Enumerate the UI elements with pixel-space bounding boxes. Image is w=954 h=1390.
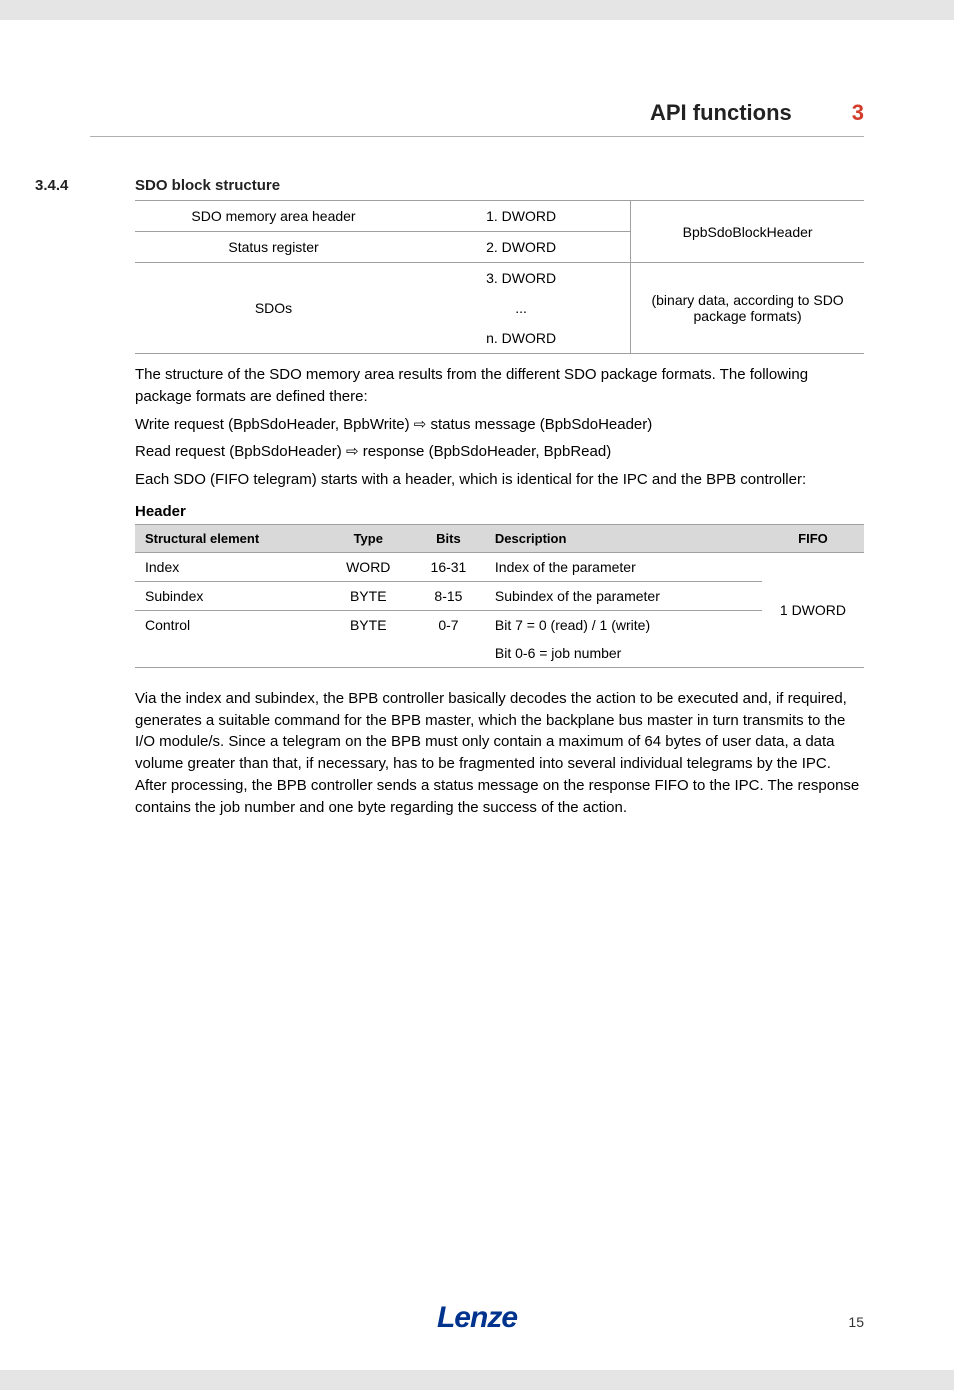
cell [135, 263, 412, 294]
header-table: Structural element Type Bits Description… [135, 524, 864, 668]
cell: Bit 7 = 0 (read) / 1 (write) [485, 610, 762, 639]
col-header: Type [325, 524, 412, 552]
cell: Control [135, 610, 325, 639]
table-row: Index WORD 16-31 Index of the parameter … [135, 552, 864, 581]
table-row: Bit 0-6 = job number [135, 639, 864, 668]
page-number: 15 [848, 1314, 864, 1330]
table-header-row: Structural element Type Bits Description… [135, 524, 864, 552]
cell: Index [135, 552, 325, 581]
paragraph: The structure of the SDO memory area res… [135, 364, 864, 408]
paragraph: Each SDO (FIFO telegram) starts with a h… [135, 469, 864, 491]
sdo-layout-table: SDO memory area header 1. DWORD BpbSdoBl… [135, 200, 864, 354]
cell: Subindex of the parameter [485, 581, 762, 610]
cell: 8-15 [412, 581, 485, 610]
col-header: Description [485, 524, 762, 552]
cell: 3. DWORD [412, 263, 631, 294]
header-subheading: Header [135, 503, 864, 520]
cell: Index of the parameter [485, 552, 762, 581]
header-title: API functions [650, 100, 792, 126]
paragraph: Via the index and subindex, the BPB cont… [135, 688, 864, 819]
cell: BpbSdoBlockHeader [631, 201, 864, 263]
cell: WORD [325, 552, 412, 581]
content: SDO memory area header 1. DWORD BpbSdoBl… [135, 200, 864, 818]
table-row: 3. DWORD (binary data, according to SDO … [135, 263, 864, 294]
cell: BYTE [325, 581, 412, 610]
cell: Subindex [135, 581, 325, 610]
cell: 16-31 [412, 552, 485, 581]
lenze-logo: Lenze [437, 1301, 517, 1334]
read-request-line: Read request (BpbSdoHeader) ⇨ response (… [135, 441, 864, 463]
page-header: API functions 3 [90, 100, 864, 137]
cell: 2. DWORD [412, 232, 631, 263]
page: API functions 3 3.4.4 SDO block structur… [0, 20, 954, 1370]
cell: Status register [135, 232, 412, 263]
header-chapter-number: 3 [852, 100, 864, 126]
cell: SDO memory area header [135, 201, 412, 232]
logo-wrap: Lenze [0, 1301, 954, 1335]
table-row: SDO memory area header 1. DWORD BpbSdoBl… [135, 201, 864, 232]
col-header: Structural element [135, 524, 325, 552]
table-row: Subindex BYTE 8-15 Subindex of the param… [135, 581, 864, 610]
cell: (binary data, according to SDO package f… [631, 263, 864, 354]
cell [135, 323, 412, 354]
section-title: SDO block structure [135, 177, 280, 194]
cell [135, 639, 325, 668]
col-header: FIFO [762, 524, 864, 552]
cell: ... [412, 293, 631, 323]
cell: n. DWORD [412, 323, 631, 354]
cell: 1. DWORD [412, 201, 631, 232]
section-heading: 3.4.4 SDO block structure [35, 177, 864, 194]
cell: BYTE [325, 610, 412, 639]
cell: Bit 0-6 = job number [485, 639, 762, 668]
cell: SDOs [135, 293, 412, 323]
cell [325, 639, 412, 668]
cell: 1 DWORD [762, 552, 864, 667]
table-row: Control BYTE 0-7 Bit 7 = 0 (read) / 1 (w… [135, 610, 864, 639]
cell [412, 639, 485, 668]
section-number: 3.4.4 [35, 177, 135, 194]
write-request-line: Write request (BpbSdoHeader, BpbWrite) ⇨… [135, 414, 864, 436]
col-header: Bits [412, 524, 485, 552]
cell: 0-7 [412, 610, 485, 639]
